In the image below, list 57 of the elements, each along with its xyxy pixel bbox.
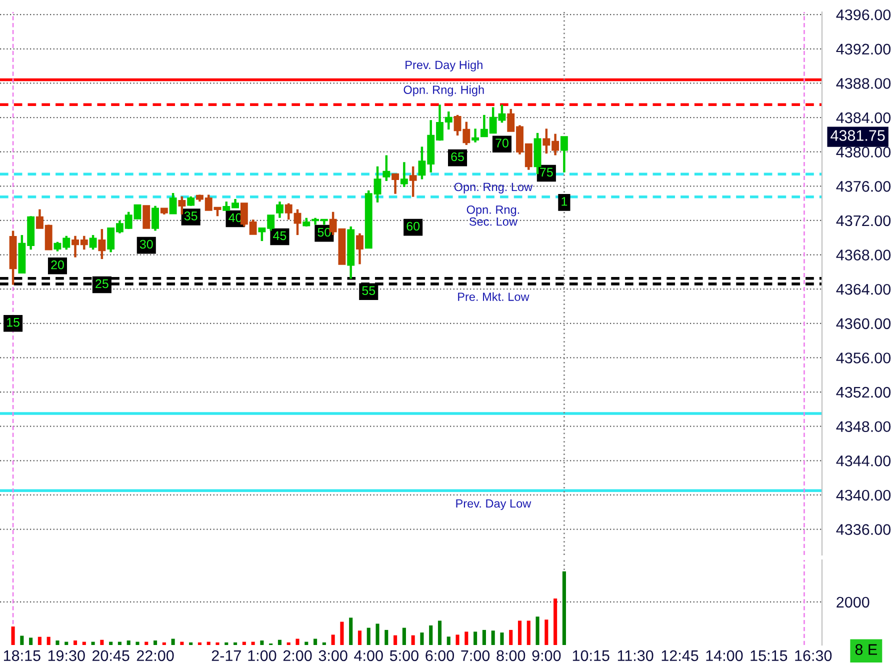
x-tick-label: 18:15 [4, 650, 40, 662]
x-tick-label: 14:00 [706, 650, 743, 662]
y-tick-label: 4368.00 [836, 250, 891, 260]
annotation: 75 [540, 168, 553, 177]
y-tick-label: 4352.00 [836, 386, 891, 398]
y-tick-label: 4376.00 [836, 181, 891, 192]
y-tick-label: 4372.00 [836, 215, 891, 226]
x-tick-label: 10:15 [572, 650, 610, 662]
annotation: 25 [96, 279, 108, 288]
x-tick-label: 7:00 [461, 650, 490, 662]
ref-line-label: Prev. Day Low [456, 499, 532, 510]
ref-line-label: Opn. Rng. High [404, 85, 484, 96]
annotation: 55 [362, 286, 376, 296]
x-tick-label: 12:45 [662, 650, 698, 662]
annotation: 20 [51, 260, 64, 270]
y-tick-label: 4344.00 [836, 456, 891, 466]
ref-line-label: Prev. Day High [406, 60, 482, 72]
annotation: 35 [184, 212, 198, 220]
y-tick-label: 4360.00 [836, 318, 891, 330]
x-tick-label: 4:00 [354, 650, 383, 662]
x-tick-label: 11:30 [618, 650, 654, 662]
ref-line-label: Opn. Rng. Low [454, 182, 533, 194]
annotation: 60 [406, 222, 420, 231]
x-tick-label: 2:00 [283, 650, 312, 662]
text: 4381.75 [830, 130, 885, 141]
annotation: 65 [451, 152, 464, 162]
y-tick-label: 4340.00 [836, 490, 891, 501]
y-tick-label: 4356.00 [836, 352, 891, 364]
annotation: 1 [562, 197, 568, 206]
y-tick-label: 4396.00 [836, 9, 891, 20]
annotation: 15 [7, 318, 20, 327]
x-tick-label: 22:00 [136, 650, 174, 662]
annotation: 45 [273, 231, 286, 240]
x-tick-label: 15:15 [750, 650, 788, 662]
x-tick-label: 19:30 [48, 650, 85, 662]
ref-line-label: Opn. Rng. Sec. Low [466, 206, 520, 226]
x-tick-label: 9:00 [532, 650, 561, 662]
y-tick-label: 4336.00 [836, 524, 891, 535]
x-tick-label: 1:00 [248, 650, 276, 662]
annotation: 30 [140, 240, 153, 249]
y-tick-label: 4384.00 [836, 112, 891, 124]
y-tick-label: 4380.00 [836, 146, 891, 158]
x-tick-label: 5:00 [390, 650, 418, 662]
y-tick-label: 4388.00 [836, 78, 891, 89]
annotation: 70 [496, 138, 508, 148]
x-tick-label: 6:00 [426, 650, 454, 662]
y-tick-label: 4348.00 [836, 421, 891, 432]
y-tick-label: 2000 [836, 596, 870, 608]
y-tick-label: 4364.00 [836, 284, 891, 295]
x-tick-label: 8:00 [496, 650, 526, 662]
x-tick-label: 2-17 [212, 650, 241, 661]
x-tick-label: 16:30 [795, 650, 832, 662]
text: 8 E [855, 644, 877, 655]
ref-line-label: Pre. Mkt. Low [458, 292, 530, 301]
x-tick-label: 3:00 [318, 650, 348, 662]
x-tick-label: 20:45 [92, 650, 130, 662]
y-tick-label: 4392.00 [836, 44, 891, 55]
